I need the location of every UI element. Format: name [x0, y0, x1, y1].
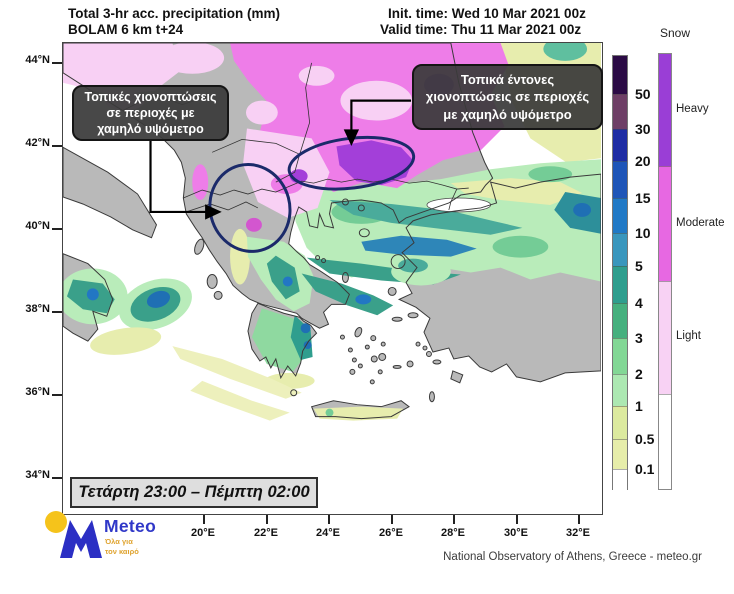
- snow-colorbar-segment-moderate: [659, 166, 671, 281]
- precip-colorbar-segment: [613, 56, 627, 94]
- annotation-left-line2: σε περιοχές με: [106, 105, 195, 120]
- model-label: BOLAM 6 km t+24: [68, 22, 184, 37]
- init-time-label: Init. time: Wed 10 Mar 2021 00z: [388, 6, 586, 21]
- precip-scale-label-30: 30: [635, 121, 651, 137]
- snow-colorbar-segment-light: [659, 281, 671, 394]
- precip-colorbar-segment: [613, 374, 627, 406]
- precip-colorbar-segment: [613, 469, 627, 491]
- precip-colorbar-segment: [613, 94, 627, 129]
- lon-label-26e: 26°E: [379, 527, 403, 539]
- region-ellipse-left: [208, 162, 292, 253]
- logo-sun-icon: [45, 511, 67, 533]
- precip-scale-label-15: 15: [635, 190, 651, 206]
- lon-label-28e: 28°E: [441, 527, 465, 539]
- precip-scale-label-1: 1: [635, 398, 643, 414]
- annotation-arrows: [149, 99, 412, 220]
- lon-tick: [516, 515, 518, 524]
- lon-tick: [453, 515, 455, 524]
- precip-colorbar-segment: [613, 161, 627, 198]
- annotation-box-left: Τοπικές χιονοπτώσεις σε περιοχές με χαμη…: [72, 85, 229, 141]
- precip-colorbar-segment: [613, 406, 627, 439]
- lon-label-22e: 22°E: [254, 527, 278, 539]
- valid-time-label: Valid time: Thu 11 Mar 2021 00z: [380, 22, 582, 37]
- lon-label-24e: 24°E: [316, 527, 340, 539]
- lat-label-42n: 42°N: [25, 137, 50, 149]
- lon-label-20e: 20°E: [191, 527, 215, 539]
- sea-of-marmara: [426, 197, 492, 213]
- snow-colorbar: [658, 53, 672, 490]
- lon-tick: [391, 515, 393, 524]
- time-range-badge: Τετάρτη 23:00 – Πέμπτη 02:00: [70, 477, 318, 508]
- precip-colorbar-segment: [613, 439, 627, 469]
- lat-label-40n: 40°N: [25, 220, 50, 232]
- lat-tick: [52, 394, 62, 396]
- lon-label-32e: 32°E: [566, 527, 590, 539]
- precip-scale-label-05: 0.5: [635, 431, 655, 447]
- meteo-logo: [45, 511, 102, 558]
- precip-colorbar-segment: [613, 338, 627, 374]
- lat-label-38n: 38°N: [25, 303, 50, 315]
- precip-scale-label-5: 5: [635, 258, 643, 274]
- precip-colorbar-segment: [613, 266, 627, 303]
- logo-m-icon: [60, 520, 102, 558]
- brand-name: Meteo: [104, 516, 157, 536]
- lon-label-30e: 30°E: [504, 527, 528, 539]
- lat-tick: [52, 228, 62, 230]
- page-title: Total 3-hr acc. precipitation (mm): [68, 6, 281, 21]
- lon-tick: [578, 515, 580, 524]
- precip-scale-label-3: 3: [635, 330, 643, 346]
- snow-colorbar-segment-heavy: [659, 54, 671, 166]
- brand-tagline-line1: Όλα για: [105, 537, 133, 546]
- lat-label-44n: 44°N: [25, 54, 50, 66]
- lon-tick: [328, 515, 330, 524]
- lat-label-34n: 34°N: [25, 469, 50, 481]
- lat-tick: [52, 62, 62, 64]
- brand-tagline: Όλα για τον καιρό: [105, 537, 139, 557]
- lat-tick: [52, 145, 62, 147]
- annotation-right-line3: με χαμηλό υψόμετρο: [443, 106, 572, 122]
- precip-colorbar: 50 30 20 15 10 5 4 3 2 1 0.5 0.1: [612, 55, 654, 491]
- precip-scale-label-2: 2: [635, 366, 643, 382]
- lon-tick: [266, 515, 268, 524]
- precip-colorbar-segment: [613, 129, 627, 161]
- attribution-text: National Observatory of Athens, Greece -…: [443, 551, 702, 563]
- precip-scale-label-20: 20: [635, 153, 651, 169]
- annotation-left-line1: Τοπικές χιονοπτώσεις: [84, 89, 217, 104]
- precip-colorbar-segment: [613, 233, 627, 266]
- lat-label-36n: 36°N: [25, 386, 50, 398]
- lat-tick: [52, 477, 62, 479]
- lat-tick: [52, 311, 62, 313]
- precip-colorbar-segment: [613, 303, 627, 338]
- annotation-left-line3: χαμηλό υψόμετρο: [97, 122, 204, 137]
- annotation-box-right: Τοπικά έντονες χιονοπτώσεις σε περιοχές …: [412, 64, 603, 130]
- snow-label-light: Light: [676, 330, 701, 342]
- annotation-right-line1: Τοπικά έντονες: [460, 71, 555, 87]
- snow-colorbar-segment-none: [659, 394, 671, 489]
- precip-scale-label-10: 10: [635, 225, 651, 241]
- precip-colorbar-segment: [613, 198, 627, 233]
- snow-scale-title: Snow: [660, 26, 691, 40]
- annotation-right-line2: χιονοπτώσεις σε περιοχές: [425, 89, 590, 105]
- precip-scale-label-4: 4: [635, 295, 643, 311]
- precip-scale-label-50: 50: [635, 86, 651, 102]
- precip-scale-label-01: 0.1: [635, 461, 655, 477]
- snow-label-moderate: Moderate: [676, 217, 725, 229]
- lon-tick: [203, 515, 205, 524]
- brand-tagline-line2: τον καιρό: [105, 546, 139, 556]
- snow-label-heavy: Heavy: [676, 103, 709, 115]
